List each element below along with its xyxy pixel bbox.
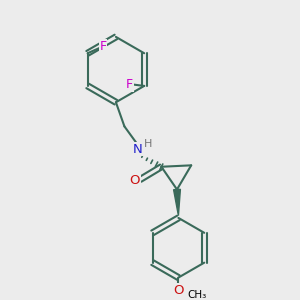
Text: CH₃: CH₃ xyxy=(187,290,206,300)
Text: H: H xyxy=(144,139,152,149)
Text: O: O xyxy=(173,284,184,297)
Text: N: N xyxy=(132,142,142,156)
Text: F: F xyxy=(100,40,107,52)
Polygon shape xyxy=(174,189,180,216)
Text: O: O xyxy=(130,175,140,188)
Text: F: F xyxy=(126,78,133,91)
